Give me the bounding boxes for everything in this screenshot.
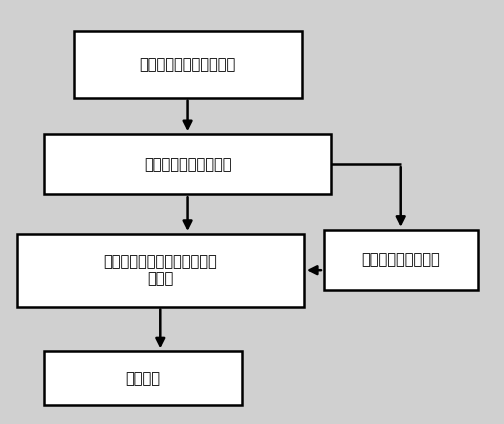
Bar [44, 351, 242, 405]
Bar [324, 230, 477, 290]
Text: 待键合元件的固定和对位: 待键合元件的固定和对位 [140, 57, 236, 72]
Text: 玻璃料温度实时检测: 玻璃料温度实时检测 [361, 252, 440, 267]
Bar [44, 134, 331, 194]
Text: 完成封装: 完成封装 [125, 371, 160, 386]
Bar [17, 234, 304, 307]
Text: 向待键合元件施加压力: 向待键合元件施加压力 [144, 157, 231, 172]
Text: 激光束对玻璃料进行预热和熔
融封装: 激光束对玻璃料进行预热和熔 融封装 [103, 254, 217, 286]
Bar [74, 31, 301, 98]
